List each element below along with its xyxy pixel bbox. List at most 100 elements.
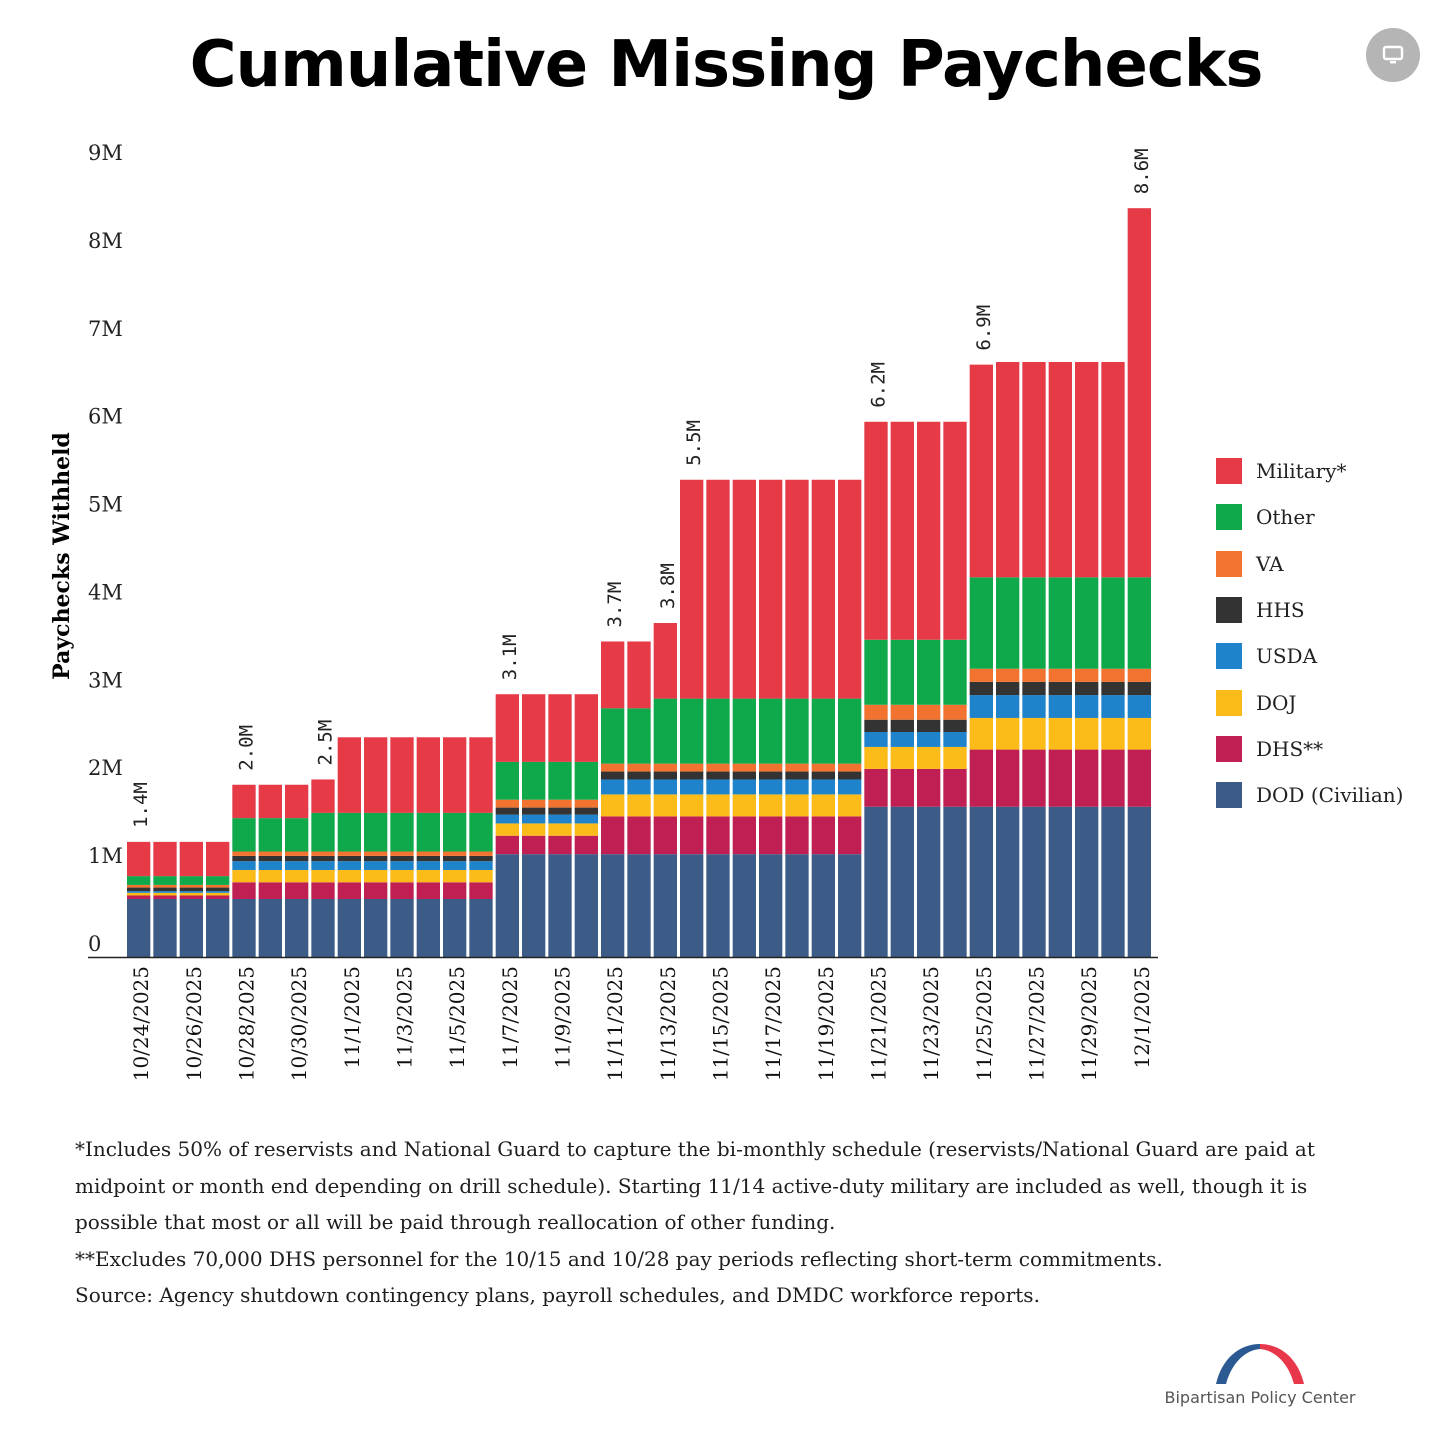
- legend-label: DOJ: [1256, 690, 1297, 715]
- bar-segment-military: [917, 421, 941, 640]
- bar-segment-va: [653, 763, 677, 772]
- bar-segment-va: [996, 668, 1020, 682]
- bar-segment-military: [443, 737, 467, 813]
- bar-segment-va: [969, 668, 993, 682]
- bar-segment-other: [759, 698, 783, 764]
- bar-segment-va: [1048, 668, 1072, 682]
- bar-segment-other: [285, 818, 309, 852]
- bar-segment-va: [495, 799, 519, 808]
- bar-segment-usda: [653, 779, 677, 795]
- bar-segment-doj: [495, 823, 519, 836]
- bar-segment-va: [917, 704, 941, 720]
- bar-segment-usda: [548, 814, 572, 824]
- bar-segment-va: [1127, 668, 1151, 682]
- bar-segment-doj: [127, 892, 151, 896]
- y-tick-label: 5M: [88, 493, 123, 517]
- bar-segment-va: [943, 704, 967, 720]
- bar-segment-doj: [627, 794, 651, 817]
- y-tick-label: 7M: [88, 317, 123, 341]
- bar-segment-dod-civilian: [1048, 806, 1072, 957]
- bar-segment-doj: [732, 794, 756, 817]
- y-tick-label: 8M: [88, 229, 123, 253]
- bar-segment-dod-civilian: [548, 854, 572, 957]
- bar-segment-hhs: [574, 807, 598, 815]
- bar-segment-other: [574, 761, 598, 800]
- legend-swatch: [1216, 782, 1242, 809]
- bar-segment-usda: [258, 861, 282, 870]
- x-tick-label: 10/24/2025: [129, 966, 153, 1081]
- bar-segment-other: [601, 708, 625, 764]
- bar-segment-other: [1048, 577, 1072, 669]
- x-tick-label: 11/25/2025: [972, 966, 996, 1081]
- bar-segment-military: [653, 623, 677, 699]
- bar-segment-hhs: [522, 807, 546, 815]
- bar-total-label: 3.1M: [499, 634, 521, 680]
- bar-segment-hhs: [179, 887, 203, 892]
- bar-segment-doj: [1075, 717, 1099, 750]
- bar-segment-va: [706, 763, 730, 772]
- bar-segment-usda: [759, 779, 783, 795]
- bar-segment-usda: [838, 779, 862, 795]
- bar-segment-other: [548, 761, 572, 800]
- bar-segment-usda: [469, 861, 493, 870]
- bar-segment-usda: [285, 861, 309, 870]
- present-button[interactable]: [1366, 28, 1420, 82]
- bar-segment-military: [838, 479, 862, 699]
- bar-segment-va: [337, 851, 361, 856]
- bar-segment-usda: [1048, 695, 1072, 718]
- x-tick-label: 11/13/2025: [656, 966, 680, 1081]
- bar-segment-military: [127, 841, 151, 877]
- bar-segment-dod-civilian: [653, 854, 677, 957]
- bar-segment-dhs: [943, 768, 967, 807]
- bar-segment-military: [179, 841, 203, 877]
- bar-segment-dod-civilian: [680, 854, 704, 957]
- bar-segment-va: [522, 799, 546, 808]
- chart: 0 1M 2M 3M 4M 5M 6M 7M 8M 9M 1.4M 2.0M 2.5M 3.1M 3.7M…: [88, 141, 1158, 1081]
- bar-segment-other: [1022, 577, 1046, 669]
- bar-segment-hhs: [127, 887, 151, 892]
- bar-segment-usda: [917, 732, 941, 747]
- bar-segment-dhs: [1075, 749, 1099, 807]
- bar-segment-dod-civilian: [416, 898, 440, 957]
- bar-segment-other: [127, 876, 151, 885]
- chart-title: Cumulative Missing Paychecks: [189, 28, 1264, 102]
- bar-segment-doj: [548, 823, 572, 836]
- bar-segment-doj: [653, 794, 677, 817]
- bar-segment-va: [574, 799, 598, 808]
- x-tick-label: 11/11/2025: [603, 966, 627, 1081]
- bar-segment-usda: [996, 695, 1020, 718]
- bar-segment-military: [706, 479, 730, 699]
- x-tick-label: 11/27/2025: [1025, 966, 1049, 1081]
- bar-segment-hhs: [1022, 681, 1046, 696]
- bpc-logo: Bipartisan Policy Center: [1150, 1336, 1370, 1416]
- bar-segment-doj: [285, 869, 309, 883]
- bar-segment-va: [153, 884, 177, 888]
- legend-item-military: Military*: [1216, 448, 1403, 494]
- bar-segment-hhs: [206, 887, 230, 892]
- bar-segment-other: [1101, 577, 1125, 669]
- legend-item-hhs: HHS: [1216, 587, 1403, 633]
- bar-segment-doj: [311, 869, 335, 883]
- bar-segment-dod-civilian: [258, 898, 282, 957]
- bar-segment-va: [364, 851, 388, 856]
- bar-segment-usda: [706, 779, 730, 795]
- legend-label: HHS: [1256, 598, 1305, 623]
- bar-segment-dhs: [680, 816, 704, 855]
- bar-segment-usda: [179, 891, 203, 893]
- bar-segment-doj: [469, 869, 493, 883]
- bar-segment-dhs: [1022, 749, 1046, 807]
- legend-item-dhs: DHS**: [1216, 726, 1403, 772]
- bar-segment-other: [706, 698, 730, 764]
- bar-segment-dod-civilian: [337, 898, 361, 957]
- bar-segment-dod-civilian: [917, 806, 941, 957]
- bar-segment-hhs: [416, 855, 440, 862]
- bar-segment-usda: [206, 891, 230, 893]
- bar-segment-dhs: [127, 895, 151, 899]
- bar-segment-dod-civilian: [838, 854, 862, 957]
- legend-item-dod-civilian: DOD (Civilian): [1216, 772, 1403, 818]
- bar-segment-dod-civilian: [1101, 806, 1125, 957]
- bar-segment-va: [416, 851, 440, 856]
- footnote-military: *Includes 50% of reservists and National…: [75, 1137, 1315, 1234]
- bar-segment-usda: [337, 861, 361, 870]
- y-tick-label: 4M: [88, 580, 123, 604]
